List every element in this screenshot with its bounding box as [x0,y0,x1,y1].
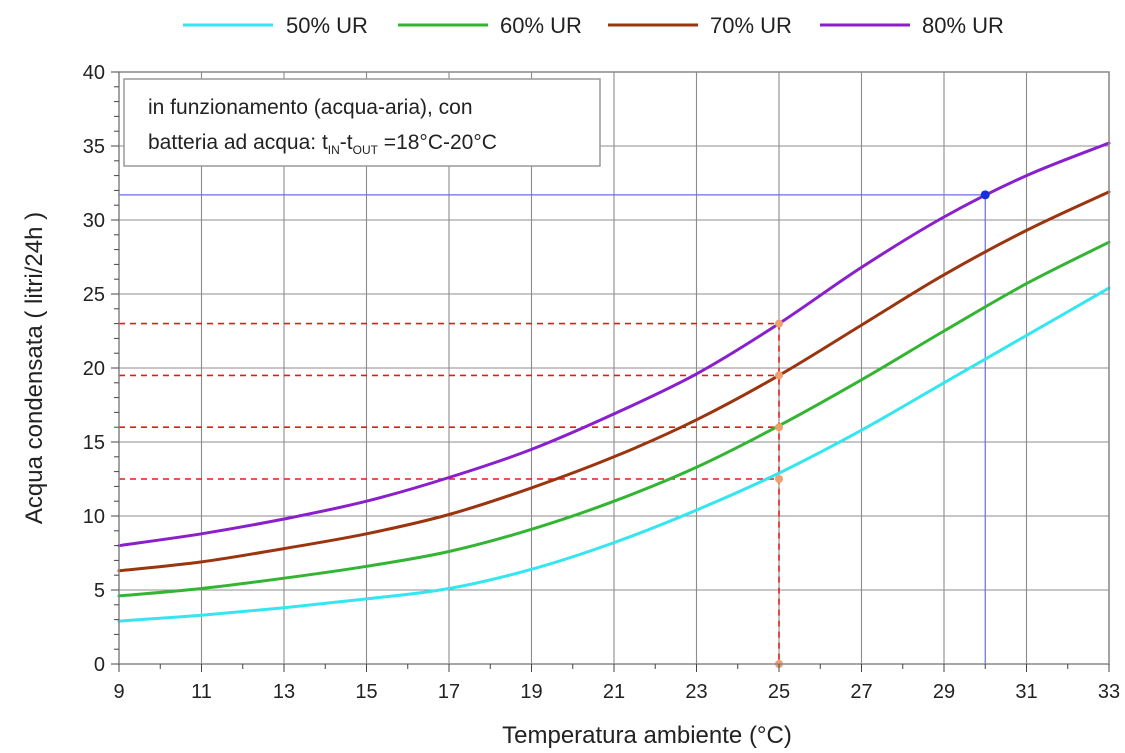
x-tick-label: 29 [933,681,955,703]
x-tick-label: 9 [113,681,124,703]
x-tick-label: 33 [1098,681,1120,703]
series-line-1 [117,286,1111,623]
x-tick-label: 15 [355,681,377,703]
y-axis-label: Acqua condensata ( litri/24h ) [21,212,48,524]
y-tick-label: 25 [83,284,105,306]
series-line-4 [117,141,1111,548]
reference-marker [775,371,783,380]
legend: 50% UR 60% UR 70% UR 80% UR [183,13,1004,38]
y-tick-label: 5 [94,580,105,602]
legend-label-4: 80% UR [922,13,1004,38]
annotation-dash: -t [340,131,353,154]
legend-label-2: 60% UR [500,13,582,38]
x-tick-label: 31 [1015,681,1037,703]
reference-marker [775,319,783,328]
reference-lines [119,194,986,664]
y-tick-label: 30 [83,210,105,232]
annotation-sub-in: IN [328,143,340,157]
legend-label-3: 70% UR [710,13,792,38]
reference-marker [775,423,783,432]
annotation-line-2: batteria ad acqua: tIN-tOUT =18°C-20°C [148,131,497,157]
series-line-2 [117,240,1111,598]
y-tick-label: 35 [83,136,105,158]
x-tick-label: 11 [191,681,212,703]
grid [118,71,1110,665]
x-tick-label: 17 [438,681,460,703]
legend-label-1: 50% UR [286,13,368,38]
y-tick-label: 0 [94,654,105,676]
annotation-line-2-suffix: =18°C-20°C [378,131,497,154]
y-tick-label: 15 [83,432,105,454]
annotation-sub-out: OUT [353,143,379,157]
x-tick-label: 27 [850,681,872,703]
annotation-frame [123,78,601,167]
y-tick-label: 40 [83,62,105,84]
markers [775,190,990,668]
y-tick-label: 10 [83,506,105,528]
annotation-box: in funzionamento (acqua-aria), con batte… [123,78,601,167]
annotation-line-2-prefix: batteria ad acqua: t [148,131,328,154]
axes: 0 5 10 15 20 25 30 35 40 9 11 13 15 17 19 21 23 25 27 29 31 3… [83,62,1120,703]
x-tick-label: 25 [768,681,790,703]
annotation-line-1: in funzionamento (acqua-aria), con [148,96,473,119]
x-tick-label: 19 [520,681,542,703]
x-tick-label: 23 [685,681,707,703]
x-tick-label: 13 [273,681,295,703]
blue-reference-point [980,190,990,200]
series-lines [117,141,1111,623]
y-tick-label: 20 [83,358,105,380]
series-line-3 [117,190,1111,573]
x-axis-label: Temperatura ambiente (°C) [502,722,792,749]
x-tick-label: 21 [603,681,625,703]
reference-marker [775,475,783,483]
